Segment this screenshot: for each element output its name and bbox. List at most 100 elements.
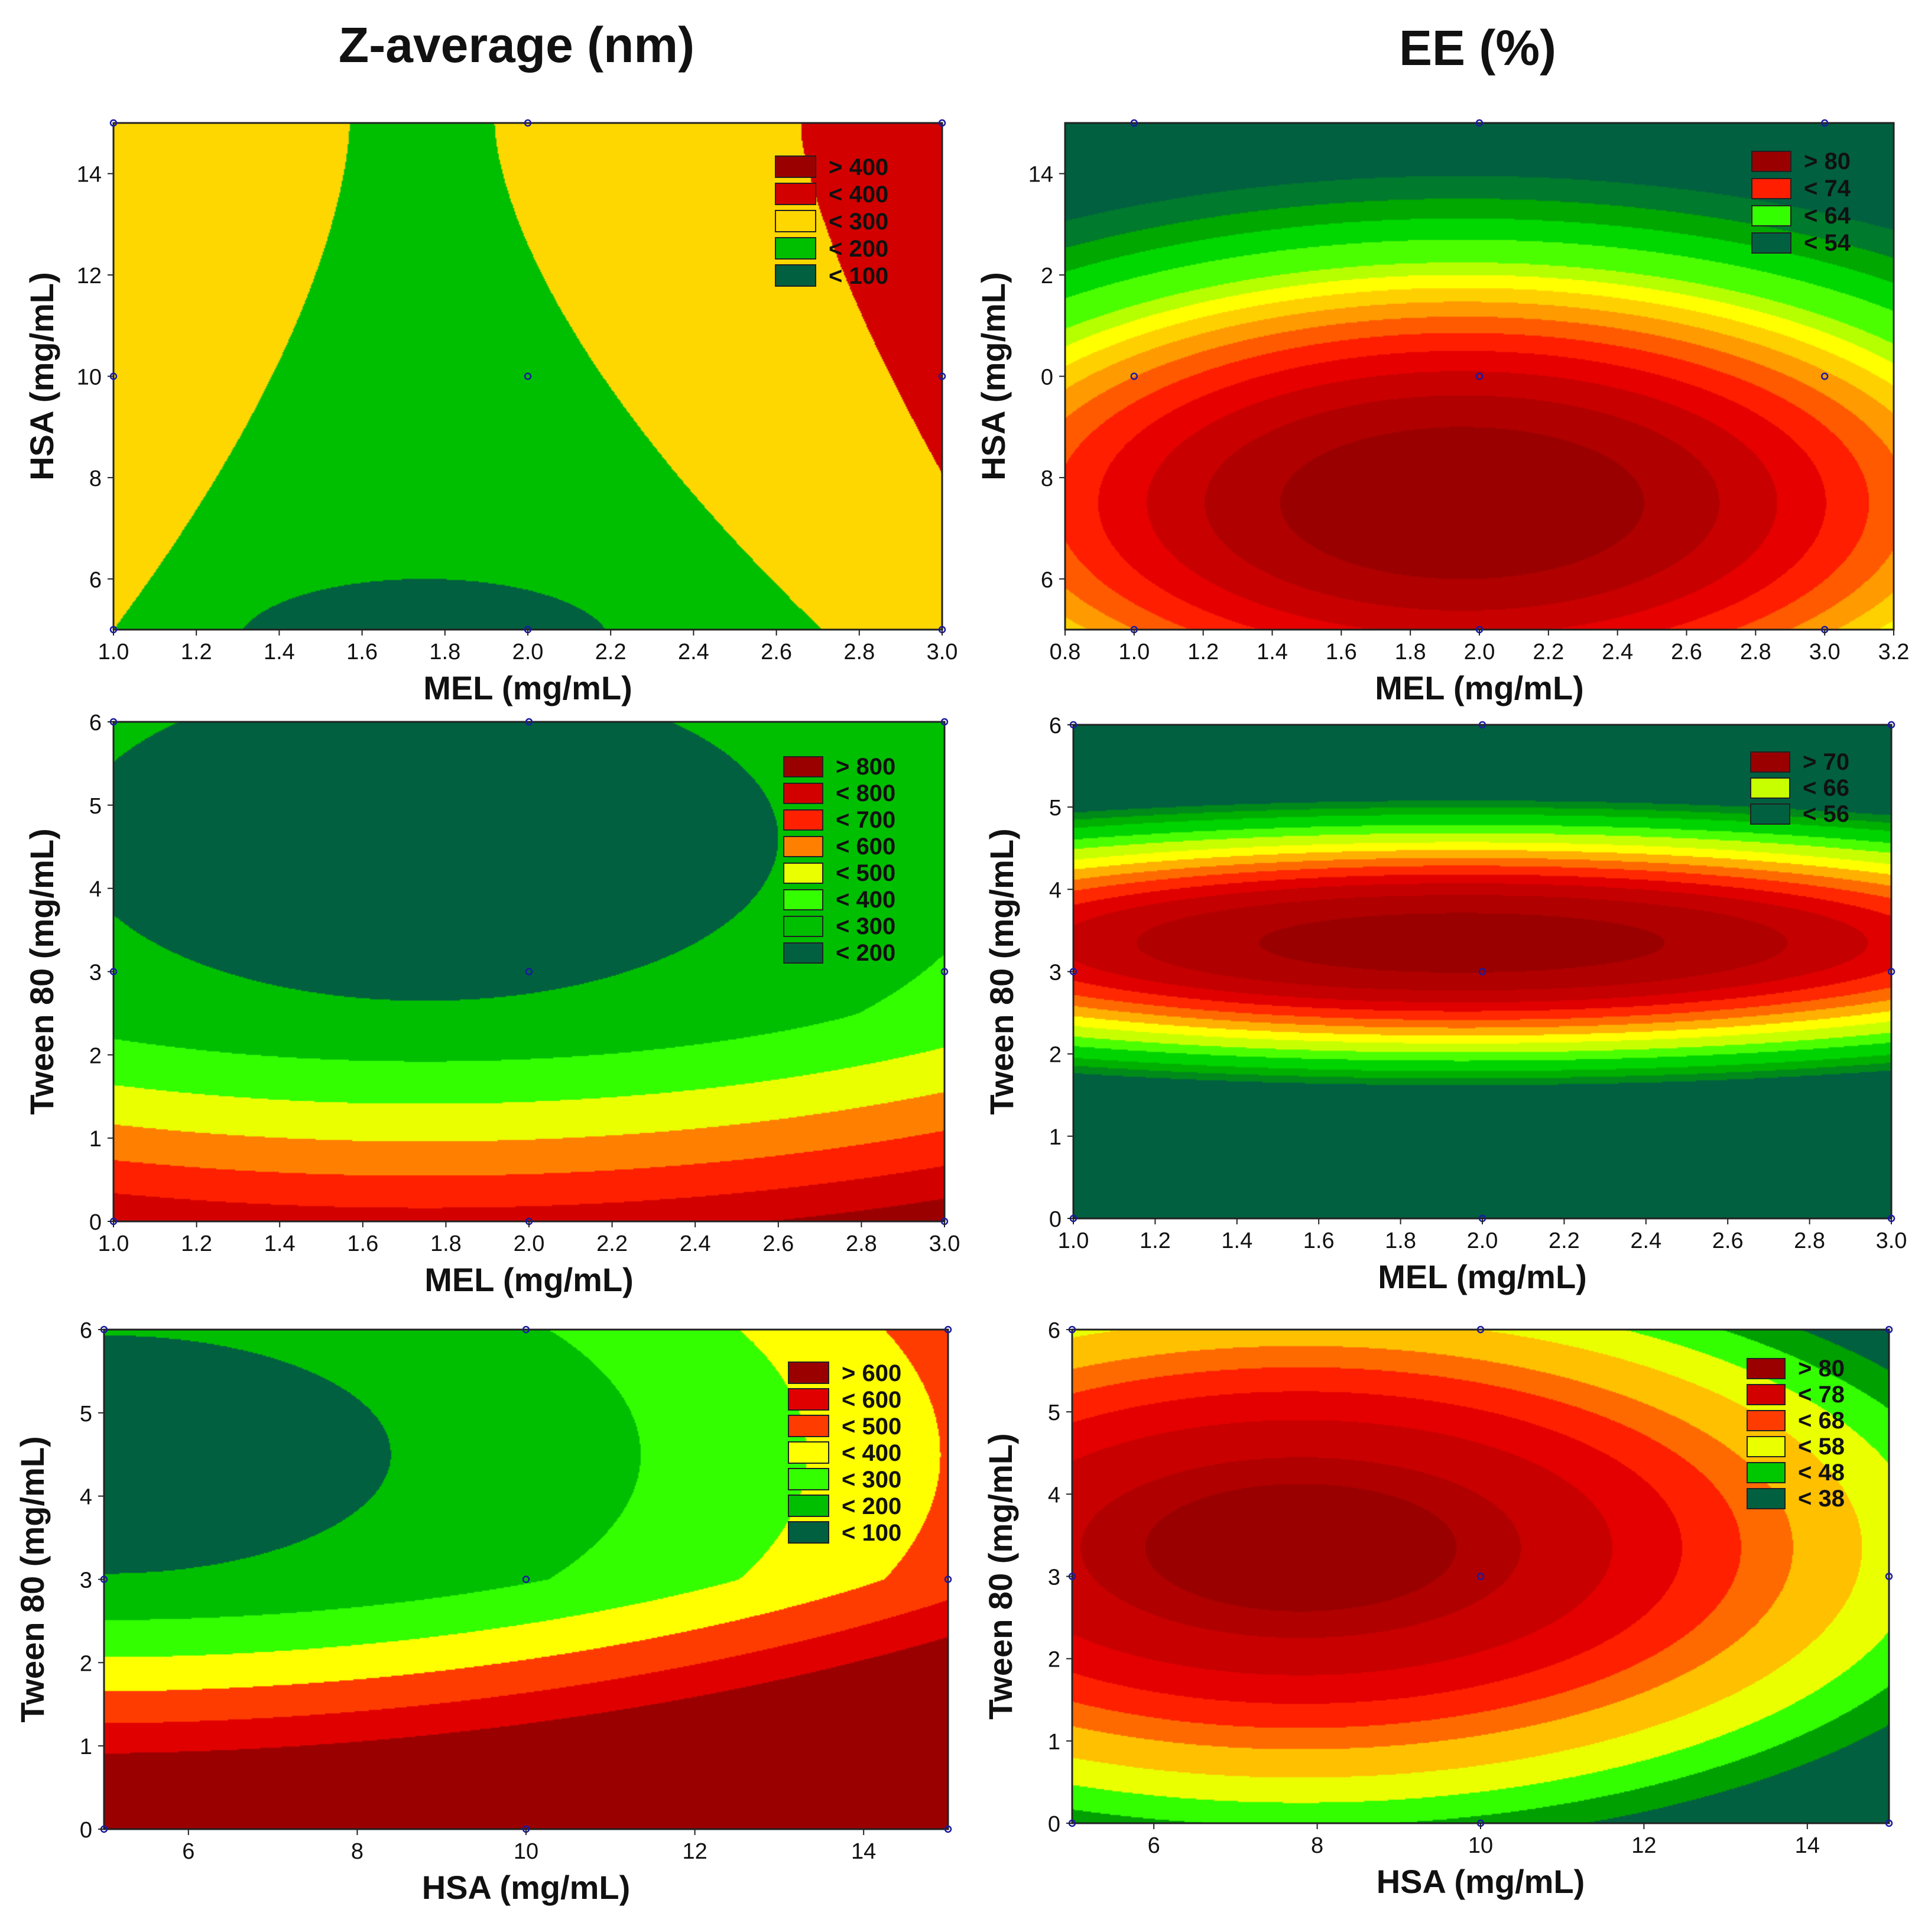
legend-label: > 80: [1804, 148, 1851, 174]
x-tick-label: 2.4: [1630, 1228, 1661, 1253]
design-point: [1887, 968, 1895, 975]
x-axis-label: MEL (mg/mL): [423, 669, 632, 706]
y-tick-label: 1: [1048, 1730, 1060, 1755]
legend-swatch: [1751, 232, 1791, 254]
column-title-zavg: Z-average (nm): [339, 17, 694, 73]
design-point: [524, 119, 532, 127]
x-tick-label: 2.0: [512, 640, 544, 664]
y-tick-label: 0: [1049, 1207, 1062, 1232]
x-tick-label: 1.4: [264, 1231, 296, 1256]
y-tick-label: 5: [1048, 1401, 1060, 1425]
legend-swatch: [1751, 205, 1791, 226]
x-tick-label: 1.6: [1303, 1228, 1335, 1253]
y-tick-label: 2: [1041, 264, 1053, 288]
legend-label: < 800: [836, 780, 895, 806]
design-point: [1820, 372, 1829, 380]
legend-label: < 64: [1804, 203, 1851, 229]
x-tick-label: 2.2: [1549, 1228, 1580, 1253]
legend-swatch: [1751, 178, 1791, 199]
x-tick-label: 1.0: [98, 1231, 129, 1256]
legend-swatch: [788, 1388, 829, 1411]
design-point: [1478, 968, 1486, 975]
x-tick-label: 1.6: [346, 640, 378, 664]
legend-swatch: [1747, 1410, 1786, 1431]
legend-label: < 300: [842, 1467, 901, 1493]
legend-label: < 66: [1803, 775, 1849, 801]
x-tick-label: 3.0: [1809, 640, 1841, 664]
plot-ee-mel-hsa: 0.8 1.0 1.2 1.4 1.6 1.8 2.0 2.2 2.4 2.6 2.8 3.0 3.2 6…: [975, 119, 1909, 706]
y-axis-label: Tween 80 (mg/mL): [983, 828, 1020, 1114]
x-tick-label: 8: [1311, 1833, 1323, 1858]
y-tick-label: 1: [89, 1127, 102, 1152]
legend-swatch: [1750, 751, 1790, 773]
design-point: [522, 1576, 530, 1583]
legend-label: < 500: [842, 1414, 901, 1440]
y-tick-label: 4: [89, 877, 102, 902]
x-tick-label: 1.2: [1187, 640, 1219, 664]
design-point: [940, 718, 949, 726]
legend-label: < 600: [842, 1387, 901, 1413]
legend-swatch: [1750, 803, 1790, 825]
x-tick-label: 14: [1795, 1833, 1820, 1858]
y-tick-label: 4: [1049, 878, 1062, 903]
x-tick-label: 2.8: [1740, 640, 1771, 664]
design-point: [1478, 721, 1486, 729]
legend-swatch: [1747, 1462, 1786, 1483]
x-tick-label: 10: [514, 1839, 538, 1864]
x-tick-label: 10: [1468, 1833, 1493, 1858]
legend-swatch: [783, 809, 823, 831]
x-tick-label: 6: [1148, 1833, 1160, 1858]
legend-swatch: [1750, 777, 1790, 799]
x-tick-label: 1.2: [181, 640, 212, 664]
legend-swatch: [1751, 151, 1791, 172]
y-tick-label: 14: [77, 163, 102, 187]
legend-label: < 300: [836, 913, 895, 939]
x-tick-label: 3.0: [927, 640, 958, 664]
x-tick-label: 2.8: [1794, 1228, 1825, 1253]
y-tick-label: 2: [1049, 1043, 1062, 1068]
legend-label: > 400: [829, 154, 888, 180]
y-tick-label: 5: [89, 794, 102, 819]
x-tick-label: 1.0: [1118, 640, 1150, 664]
x-axis-label: MEL (mg/mL): [1375, 669, 1584, 706]
x-tick-label: 8: [351, 1839, 363, 1864]
legend-label: < 700: [836, 807, 895, 833]
x-tick-label: 1.6: [347, 1231, 378, 1256]
contour-fill: [1073, 725, 1891, 1218]
x-tick-label: 2.8: [846, 1231, 877, 1256]
y-tick-label: 6: [89, 568, 102, 592]
design-point: [1885, 1573, 1893, 1580]
legend-swatch: [783, 889, 823, 910]
legend-swatch: [788, 1521, 829, 1544]
x-tick-label: 3.0: [1876, 1228, 1907, 1253]
design-point: [1476, 1573, 1485, 1580]
x-tick-label: 2.2: [596, 1231, 628, 1256]
design-point: [938, 372, 946, 380]
design-point: [524, 372, 532, 380]
x-tick-label: 0.8: [1050, 640, 1081, 664]
x-axis-label: HSA (mg/mL): [1377, 1863, 1585, 1900]
legend-label: < 600: [836, 834, 895, 860]
legend-swatch: [775, 237, 816, 260]
legend-swatch: [783, 836, 823, 857]
plots-group: 1.0 1.2 1.4 1.6 1.8 2.0 2.2 2.4 2.6 2.8 3.06810121…: [14, 119, 1909, 1906]
y-axis-label: Tween 80 (mg/mL): [23, 828, 60, 1114]
y-tick-label: 0: [89, 1210, 102, 1235]
x-tick-label: 1.6: [1326, 640, 1357, 664]
x-tick-label: 12: [682, 1839, 707, 1864]
legend-label: < 500: [836, 860, 895, 886]
y-tick-label: 1: [1049, 1125, 1062, 1150]
x-tick-label: 2.4: [678, 640, 709, 664]
legend-swatch: [1747, 1384, 1786, 1405]
x-tick-label: 1.8: [430, 1231, 462, 1256]
design-point: [1885, 1325, 1893, 1334]
design-point: [944, 1576, 952, 1583]
x-tick-label: 2.8: [843, 640, 875, 664]
legend-swatch: [788, 1362, 829, 1384]
design-point: [1475, 372, 1484, 380]
legend-label: < 56: [1803, 801, 1849, 827]
x-tick-label: 2.2: [595, 640, 627, 664]
legend-label: > 80: [1798, 1356, 1845, 1382]
